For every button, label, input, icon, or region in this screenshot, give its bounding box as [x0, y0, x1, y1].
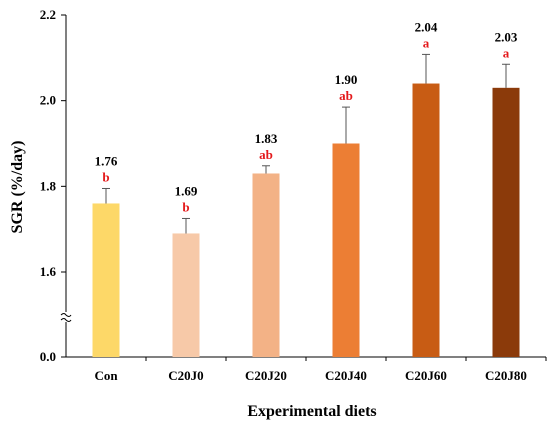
y-tick-label: 0.0: [40, 349, 56, 364]
y-tick-label: 2.0: [40, 93, 56, 108]
x-tick-label: C20J40: [325, 368, 367, 383]
bar: [412, 83, 440, 358]
y-tick-label: 2.2: [40, 7, 56, 22]
x-tick-label: C20J60: [405, 368, 447, 383]
significance-letter: ab: [339, 88, 353, 103]
significance-letter: b: [102, 169, 109, 184]
significance-letter: a: [423, 35, 430, 50]
significance-letter: a: [503, 45, 510, 60]
bar-labels: Con1.76bC20J01.69bC20J201.83abC20J401.90…: [94, 19, 527, 383]
value-label: 2.03: [495, 29, 518, 44]
y-axis-break-mark: [60, 313, 72, 317]
x-axis-title: Experimental diets: [247, 403, 376, 420]
value-label: 1.90: [335, 72, 358, 87]
x-tick-label: C20J80: [485, 368, 527, 383]
significance-letter: b: [182, 199, 189, 214]
x-tick-label: C20J20: [245, 368, 287, 383]
bar: [252, 173, 280, 357]
bar: [172, 233, 200, 357]
y-axis-title: SGR (%/day): [9, 141, 26, 234]
bars: [92, 53, 520, 358]
x-tick-label: Con: [94, 368, 118, 383]
significance-letter: ab: [259, 147, 273, 162]
value-label: 2.04: [415, 19, 438, 34]
x-tick-label: C20J0: [168, 368, 203, 383]
value-label: 1.83: [255, 131, 278, 146]
bar: [332, 143, 360, 357]
value-label: 1.76: [95, 153, 118, 168]
y-tick-label: 1.6: [40, 264, 57, 279]
y-axis-break-mark: [60, 318, 72, 322]
bar: [492, 87, 520, 358]
bar: [92, 203, 120, 357]
axes: 0.0 1.6 1.8 2.0 2.2: [40, 7, 547, 364]
y-tick-label: 1.8: [40, 178, 57, 193]
value-label: 1.69: [175, 183, 198, 198]
